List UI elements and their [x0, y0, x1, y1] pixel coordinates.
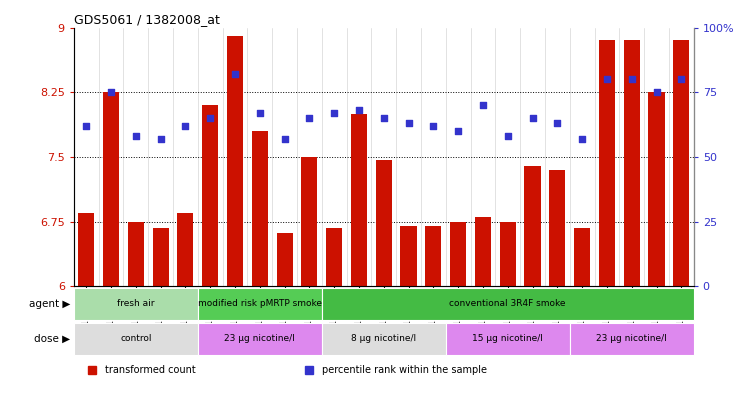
- Bar: [198, 323, 322, 355]
- Bar: [198, 288, 322, 320]
- Bar: [252, 131, 268, 286]
- Point: [477, 102, 489, 108]
- Bar: [177, 213, 193, 286]
- Text: modified risk pMRTP smoke: modified risk pMRTP smoke: [198, 299, 322, 308]
- Text: GDS5061 / 1382008_at: GDS5061 / 1382008_at: [74, 13, 220, 26]
- Bar: [202, 105, 218, 286]
- Bar: [322, 288, 694, 320]
- Text: 23 μg nicotine/l: 23 μg nicotine/l: [596, 334, 667, 343]
- Point: [378, 115, 390, 121]
- Bar: [128, 222, 144, 286]
- Point: [651, 89, 663, 95]
- Point: [254, 110, 266, 116]
- Text: conventional 3R4F smoke: conventional 3R4F smoke: [449, 299, 566, 308]
- Bar: [525, 165, 541, 286]
- Point: [179, 123, 191, 129]
- Text: 8 μg nicotine/l: 8 μg nicotine/l: [351, 334, 416, 343]
- Bar: [153, 228, 169, 286]
- Point: [303, 115, 315, 121]
- Point: [502, 133, 514, 140]
- Point: [229, 71, 241, 77]
- Bar: [326, 228, 342, 286]
- Point: [105, 89, 117, 95]
- Bar: [227, 36, 243, 286]
- Text: percentile rank within the sample: percentile rank within the sample: [322, 365, 487, 375]
- Text: 15 μg nicotine/l: 15 μg nicotine/l: [472, 334, 543, 343]
- Bar: [599, 40, 615, 286]
- Bar: [649, 92, 665, 286]
- Bar: [401, 226, 417, 286]
- Point: [626, 76, 638, 83]
- Text: 23 μg nicotine/l: 23 μg nicotine/l: [224, 334, 295, 343]
- Text: fresh air: fresh air: [117, 299, 154, 308]
- Bar: [425, 226, 441, 286]
- Text: control: control: [120, 334, 151, 343]
- Bar: [78, 213, 94, 286]
- Point: [328, 110, 340, 116]
- Point: [130, 133, 142, 140]
- Point: [279, 136, 291, 142]
- Text: transformed count: transformed count: [105, 365, 196, 375]
- Point: [527, 115, 539, 121]
- Bar: [74, 323, 198, 355]
- Bar: [549, 170, 565, 286]
- Bar: [446, 323, 570, 355]
- Point: [452, 128, 464, 134]
- Bar: [574, 228, 590, 286]
- Bar: [673, 40, 689, 286]
- Bar: [450, 222, 466, 286]
- Bar: [376, 160, 392, 286]
- Point: [204, 115, 216, 121]
- Point: [551, 120, 563, 127]
- Bar: [351, 114, 367, 286]
- Bar: [500, 222, 516, 286]
- Text: dose ▶: dose ▶: [34, 334, 70, 344]
- Point: [155, 136, 167, 142]
- Bar: [570, 323, 694, 355]
- Bar: [475, 217, 491, 286]
- Bar: [103, 92, 119, 286]
- Bar: [277, 233, 293, 286]
- Bar: [624, 40, 640, 286]
- Point: [403, 120, 415, 127]
- Bar: [322, 323, 446, 355]
- Point: [80, 123, 92, 129]
- Bar: [301, 157, 317, 286]
- Bar: [74, 288, 198, 320]
- Point: [353, 107, 365, 114]
- Point: [427, 123, 439, 129]
- Text: agent ▶: agent ▶: [29, 299, 70, 309]
- Point: [675, 76, 687, 83]
- Point: [601, 76, 613, 83]
- Point: [576, 136, 588, 142]
